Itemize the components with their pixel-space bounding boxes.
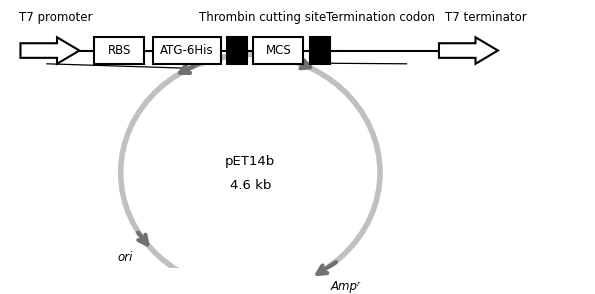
- Text: Termination codon: Termination codon: [325, 11, 434, 24]
- Text: pET14b: pET14b: [226, 156, 275, 168]
- Text: ATG-6His: ATG-6His: [160, 44, 214, 57]
- Bar: [227, 37, 248, 64]
- Text: T7 promoter: T7 promoter: [19, 11, 93, 24]
- Text: ori: ori: [117, 251, 132, 264]
- Text: 4.6 kb: 4.6 kb: [230, 179, 271, 192]
- Bar: [310, 37, 330, 64]
- Text: Ampʳ: Ampʳ: [331, 280, 361, 293]
- Polygon shape: [20, 37, 79, 64]
- Bar: [153, 37, 221, 64]
- Text: T7 terminator: T7 terminator: [445, 11, 527, 24]
- Text: Thrombin cutting site: Thrombin cutting site: [199, 11, 325, 24]
- Polygon shape: [439, 37, 498, 64]
- Bar: [253, 37, 303, 64]
- Bar: [94, 37, 144, 64]
- Text: RBS: RBS: [108, 44, 131, 57]
- Text: MCS: MCS: [265, 44, 291, 57]
